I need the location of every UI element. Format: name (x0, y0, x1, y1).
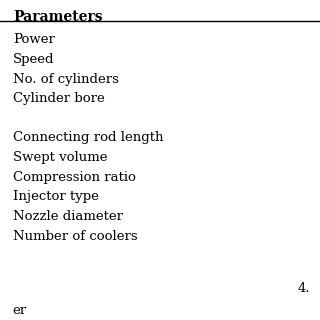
Text: er: er (13, 304, 27, 317)
Text: Connecting rod length: Connecting rod length (13, 132, 163, 145)
Text: Swept volume: Swept volume (13, 151, 107, 164)
Text: Power: Power (13, 33, 55, 46)
Text: 4.: 4. (298, 282, 310, 295)
Text: Speed: Speed (13, 53, 54, 66)
Text: Nozzle diameter: Nozzle diameter (13, 210, 123, 223)
Text: Number of coolers: Number of coolers (13, 230, 137, 243)
Text: Compression ratio: Compression ratio (13, 171, 136, 184)
Text: Injector type: Injector type (13, 190, 99, 204)
Text: Cylinder bore: Cylinder bore (13, 92, 105, 105)
Text: No. of cylinders: No. of cylinders (13, 73, 119, 85)
Text: Parameters: Parameters (13, 10, 102, 23)
